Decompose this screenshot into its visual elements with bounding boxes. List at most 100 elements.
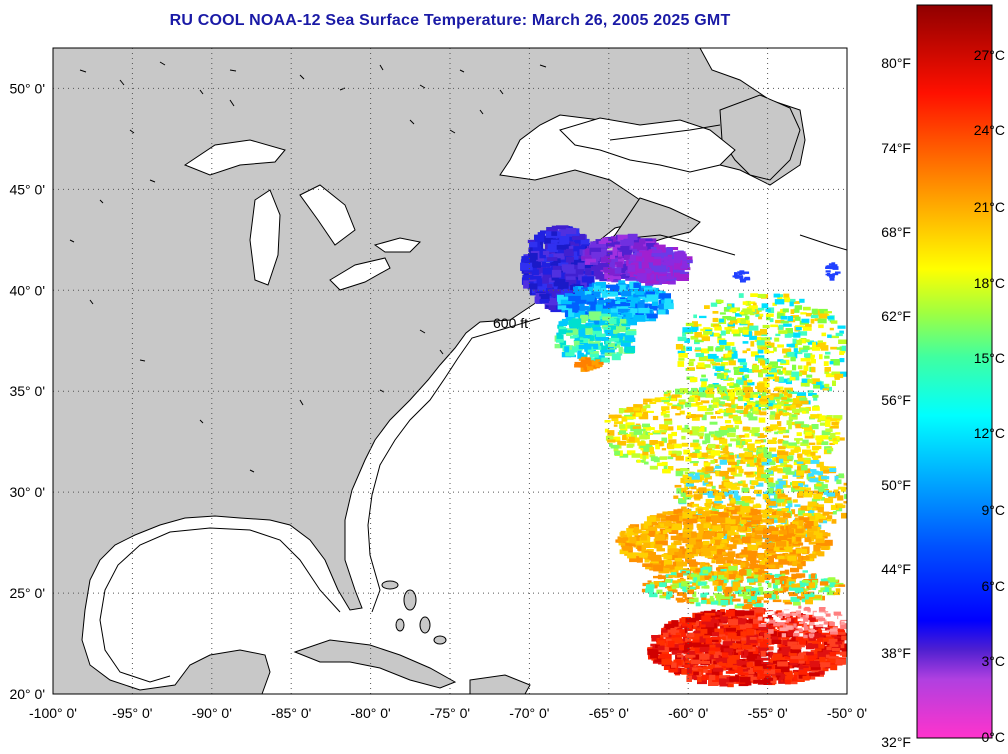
sst-pixel [553, 282, 559, 287]
sst-pixel [801, 318, 810, 323]
sst-pixel [750, 293, 758, 297]
sst-pixel [691, 327, 698, 332]
sst-pixel [725, 476, 735, 479]
sst-pixel [703, 523, 711, 528]
sst-pixel [787, 377, 791, 383]
sst-pixel [783, 512, 791, 518]
sst-pixel [709, 598, 715, 602]
sst-pixel [675, 344, 684, 350]
sst-pixel [673, 509, 679, 514]
sst-pixel [808, 582, 815, 589]
sst-pixel [729, 667, 738, 673]
sst-pixel [812, 406, 820, 411]
sst-pixel [616, 326, 626, 333]
sst-pixel [795, 423, 804, 429]
sst-pixel [721, 388, 728, 392]
sst-pixel [730, 471, 737, 475]
sst-pixel [816, 491, 823, 496]
sst-pixel [769, 318, 774, 323]
sst-pixel [649, 465, 658, 470]
sst-pixel [759, 615, 768, 619]
sst-pixel [627, 552, 637, 559]
sst-pixel [826, 634, 835, 640]
sst-pixel [732, 561, 743, 565]
sst-pixel [668, 575, 676, 578]
sst-pixel [750, 474, 757, 477]
sst-pixel [816, 438, 822, 443]
sst-pixel [812, 450, 818, 454]
sst-pixel [721, 584, 726, 590]
sst-pixel [788, 581, 795, 586]
sst-pixel [668, 589, 678, 593]
sst-pixel [629, 555, 640, 563]
sst-pixel [749, 563, 759, 571]
sst-pixel [627, 329, 637, 333]
sst-pixel [793, 412, 800, 415]
sst-pixel [710, 636, 721, 640]
sst-pixel [714, 495, 722, 501]
sst-pixel [807, 378, 813, 384]
sst-pixel [667, 545, 677, 550]
sst-overlay [520, 225, 847, 688]
sst-pixel [725, 664, 735, 668]
sst-pixel [747, 443, 755, 449]
sst-pixel [687, 533, 697, 538]
sst-pixel [837, 504, 846, 508]
sst-pixel [717, 416, 723, 419]
sst-pixel [670, 398, 677, 401]
sst-pixel [723, 368, 729, 372]
sst-pixel [714, 444, 720, 449]
sst-pixel [665, 579, 671, 583]
sst-pixel [759, 399, 769, 405]
sst-pixel [718, 634, 729, 637]
sst-pixel [819, 415, 826, 421]
sst-pixel [765, 551, 774, 556]
sst-pixel [609, 261, 615, 269]
sst-pixel [839, 651, 847, 656]
sst-pixel [606, 275, 614, 282]
sst-pixel [747, 597, 757, 603]
sst-pixel [767, 350, 774, 354]
sst-pixel [531, 269, 539, 276]
sst-pixel [670, 453, 677, 458]
sst-pixel [699, 570, 706, 574]
sst-pixel [784, 393, 792, 398]
sst-pixel [666, 567, 673, 572]
sst-pixel [661, 406, 670, 411]
sst-pixel [835, 658, 846, 665]
sst-pixel [826, 492, 836, 497]
sst-pixel [760, 346, 767, 350]
sst-pixel [747, 369, 754, 373]
sst-pixel [669, 548, 679, 552]
sst-pixel [787, 351, 795, 357]
sst-pixel [551, 225, 558, 234]
sst-pixel [674, 549, 683, 556]
sst-pixel [806, 445, 811, 449]
sst-pixel [716, 567, 721, 571]
sst-pixel [742, 426, 749, 431]
sst-pixel [645, 404, 651, 409]
sst-pixel [705, 481, 713, 487]
sst-pixel [738, 468, 744, 474]
sst-pixel [649, 262, 655, 268]
sst-pixel [728, 506, 735, 510]
sst-pixel [728, 329, 734, 332]
sst-pixel [637, 273, 647, 281]
sst-pixel [629, 255, 636, 261]
sst-pixel [799, 370, 807, 375]
sst-pixel [815, 634, 827, 640]
sst-pixel [737, 366, 747, 369]
sst-pixel [656, 548, 665, 552]
sst-pixel [708, 404, 714, 411]
sst-pixel [629, 432, 637, 438]
sst-pixel [756, 482, 764, 487]
sst-pixel [719, 613, 725, 619]
sst-pixel [697, 508, 703, 514]
sst-pixel [783, 556, 792, 562]
sst-pixel [544, 235, 553, 245]
sst-pixel [719, 390, 725, 395]
sst-pixel [653, 244, 666, 250]
sst-pixel [833, 415, 843, 420]
sst-pixel [792, 481, 802, 487]
sst-pixel [708, 431, 715, 436]
